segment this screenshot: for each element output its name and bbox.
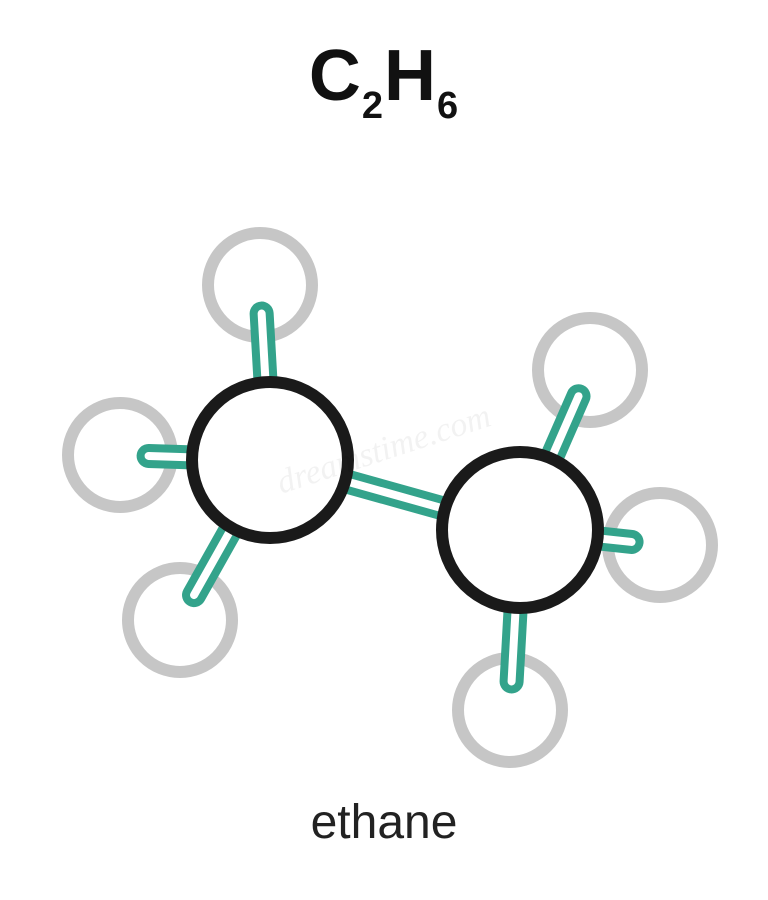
molecule-figure: C2H6 dreamstime.com ethane xyxy=(0,0,768,900)
hydrogen-atom xyxy=(538,318,642,422)
carbon-atom xyxy=(192,382,348,538)
carbon-atom xyxy=(442,452,598,608)
hydrogen-atom xyxy=(128,568,232,672)
caption: ethane xyxy=(0,795,768,850)
molecule-svg xyxy=(0,0,768,900)
